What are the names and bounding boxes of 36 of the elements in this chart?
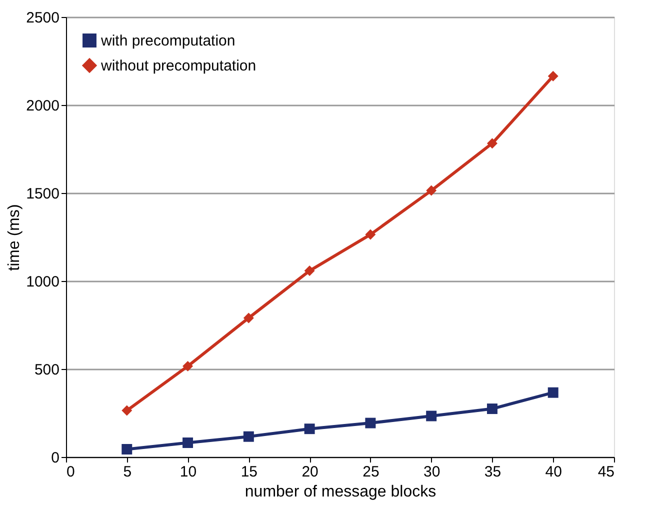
y-tick-label: 1000 <box>26 274 60 290</box>
y-tick-label: 2000 <box>26 98 60 114</box>
x-tick-label: 40 <box>545 464 562 480</box>
point <box>122 444 132 454</box>
x-axis-title: number of message blocks <box>244 484 436 500</box>
point <box>365 229 376 240</box>
point <box>304 266 315 276</box>
x-tick-label: 45 <box>598 464 614 480</box>
point <box>548 387 558 398</box>
legend-label: without precomputation <box>100 58 256 74</box>
x-tick-label: 5 <box>123 464 132 480</box>
y-tick-label: 500 <box>34 362 60 378</box>
y-tick-label: 2500 <box>26 10 60 26</box>
point <box>243 431 254 442</box>
y-axis-title: time (ms) <box>6 204 24 271</box>
point <box>243 312 254 324</box>
y-tick-label: 0 <box>51 450 60 466</box>
x-tick-label: 30 <box>423 464 440 480</box>
x-tick-label: 35 <box>484 464 502 480</box>
point <box>304 424 315 434</box>
x-tick-label: 25 <box>362 464 380 480</box>
x-tick-label: 0 <box>66 464 75 480</box>
point <box>182 438 194 448</box>
point <box>486 138 498 149</box>
point <box>486 404 498 414</box>
point <box>548 70 558 82</box>
point <box>182 360 194 372</box>
y-tick-label: 1500 <box>26 186 60 202</box>
point <box>122 405 132 416</box>
point <box>365 418 376 428</box>
legend-label: with precomputation <box>100 32 236 50</box>
x-tick-label: 20 <box>302 464 318 480</box>
x-tick-label: 15 <box>240 464 258 480</box>
point <box>426 185 437 196</box>
point <box>426 410 437 422</box>
x-tick-label: 10 <box>180 464 197 480</box>
